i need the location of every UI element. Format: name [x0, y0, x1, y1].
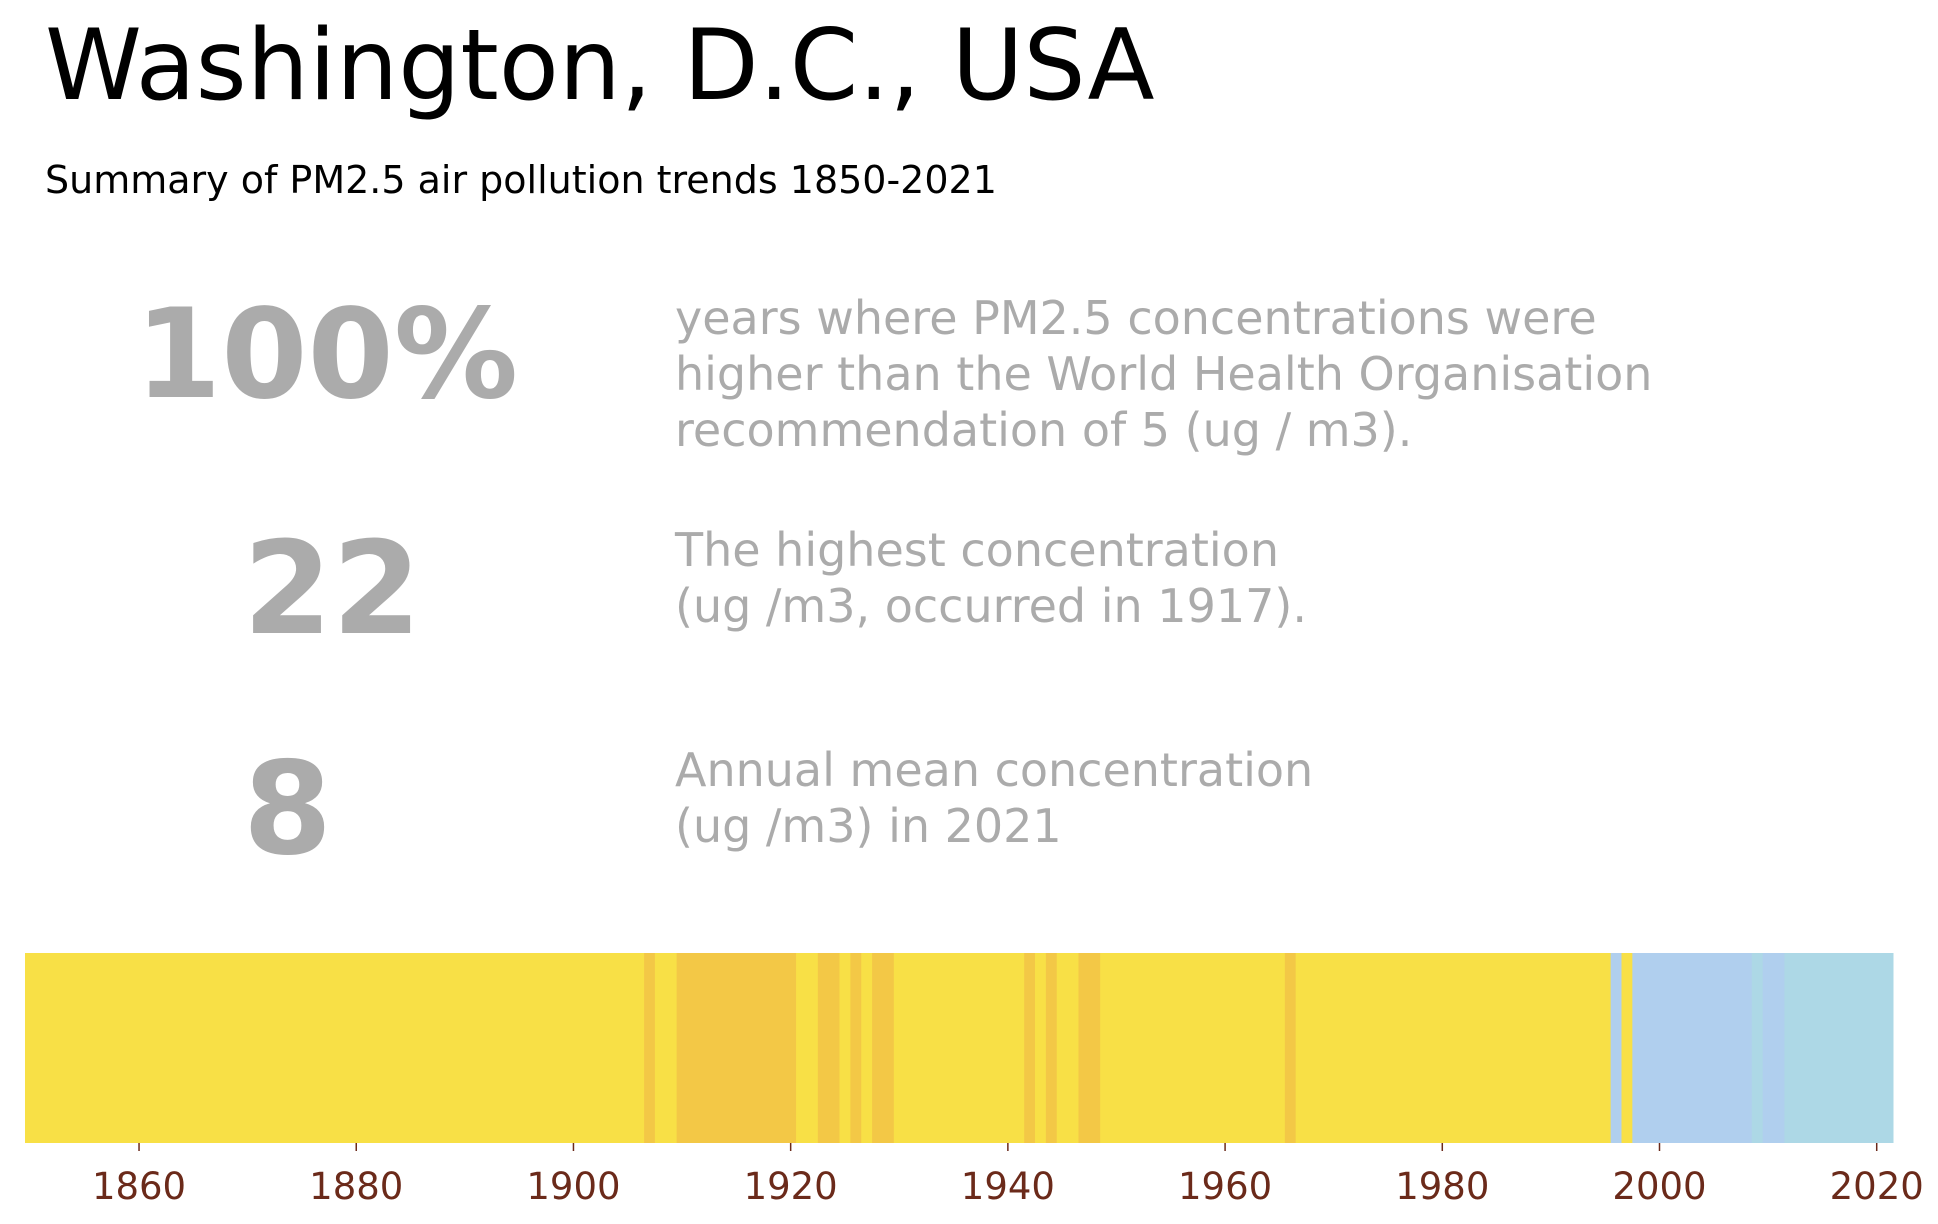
- year-stripe-segment: [817, 953, 841, 1143]
- x-tick-label: 1960: [1178, 1165, 1272, 1208]
- stat-description-line: (ug /m3, occurred in 1917).: [675, 579, 1307, 633]
- x-axis-ticks: 1860 1880 1900 1920 1940 1960 1980 2000 2020: [92, 1143, 1924, 1208]
- stat-description-annual-mean: Annual mean concentration (ug /m3) in 20…: [675, 742, 1313, 854]
- year-stripe-segment: [1024, 953, 1036, 1143]
- page-subtitle: Summary of PM2.5 air pollution trends 18…: [45, 158, 997, 202]
- x-tick-label: 2020: [1830, 1165, 1924, 1208]
- stat-value-highest: 22: [243, 515, 422, 664]
- year-stripe-segment: [1056, 953, 1079, 1143]
- stat-description-line: The highest concentration: [675, 523, 1279, 577]
- year-stripe-segment: [1751, 953, 1764, 1143]
- stat-value-annual-mean: 8: [243, 735, 333, 884]
- stat-description-line: Annual mean concentration: [675, 743, 1314, 797]
- x-tick-label: 2000: [1612, 1165, 1706, 1208]
- stat-description-line: years where PM2.5 concentrations were: [675, 291, 1597, 345]
- year-stripe-segment: [1078, 953, 1101, 1143]
- x-tick-label: 1880: [309, 1165, 403, 1208]
- x-tick-label: 1980: [1395, 1165, 1489, 1208]
- year-stripe-segment: [1100, 953, 1286, 1143]
- stat-value-exceedance: 100%: [135, 283, 519, 427]
- stripes-group: [25, 953, 1894, 1143]
- year-stripe-segment: [1621, 953, 1633, 1143]
- page-title: Washington, D.C., USA: [45, 9, 1155, 123]
- year-stripe-segment: [1610, 953, 1622, 1143]
- year-stripe-segment: [644, 953, 656, 1143]
- year-stripe-segment: [1045, 953, 1058, 1143]
- year-stripe-segment: [861, 953, 873, 1143]
- year-stripe-segment: [893, 953, 1025, 1143]
- year-stripe-segment: [1784, 953, 1894, 1143]
- x-tick-label: 1860: [92, 1165, 186, 1208]
- year-stripe-segment: [839, 953, 851, 1143]
- stat-description-exceedance: years where PM2.5 concentrations were hi…: [675, 290, 1652, 458]
- year-stripe-segment: [1284, 953, 1297, 1143]
- year-stripe-segment: [796, 953, 819, 1143]
- year-stripe-segment: [1295, 953, 1612, 1143]
- stat-description-line: (ug /m3) in 2021: [675, 799, 1062, 853]
- year-stripe-segment: [1035, 953, 1047, 1143]
- stat-description-highest: The highest concentration (ug /m3, occur…: [675, 522, 1307, 634]
- x-tick-label: 1900: [526, 1165, 620, 1208]
- year-stripe-segment: [872, 953, 895, 1143]
- year-stripe-segment: [850, 953, 862, 1143]
- year-stripe-segment: [676, 953, 797, 1143]
- year-stripe-segment: [1632, 953, 1753, 1143]
- stat-description-line: recommendation of 5 (ug / m3).: [675, 403, 1413, 457]
- x-tick-label: 1920: [744, 1165, 838, 1208]
- x-tick-label: 1940: [961, 1165, 1055, 1208]
- year-stripe-segment: [1762, 953, 1785, 1143]
- year-stripe-segment: [654, 953, 678, 1143]
- year-stripe-segment: [25, 953, 645, 1143]
- stat-description-line: higher than the World Health Organisatio…: [675, 347, 1653, 401]
